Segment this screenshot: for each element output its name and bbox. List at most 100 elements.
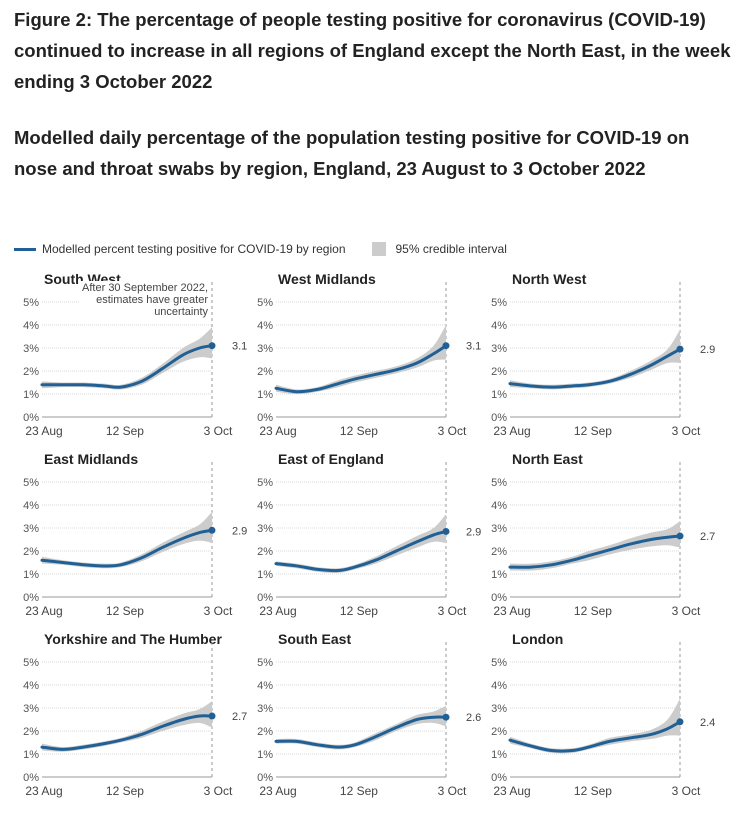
y-tick-label: 4% (257, 500, 273, 512)
end-value-label: 2.6 (466, 712, 481, 724)
end-point (442, 342, 450, 350)
panel-title: Yorkshire and The Humber (44, 631, 222, 647)
x-tick-label: 23 Aug (259, 604, 296, 618)
series-line (40, 528, 214, 568)
end-value-label: 2.4 (700, 717, 715, 729)
series-line (274, 344, 448, 394)
y-tick-label: 1% (23, 569, 39, 581)
end-point (208, 342, 216, 350)
panel-title: North East (512, 451, 583, 467)
series-line (508, 347, 682, 389)
y-tick-label: 4% (491, 320, 507, 332)
y-tick-label: 4% (23, 320, 39, 332)
panel: North West 0% 1% 2% 3% 4% 5% 23 Aug 12 Sep 3 Oct 2… (491, 271, 715, 438)
x-tick-label: 12 Sep (574, 424, 612, 438)
annotation-line: After 30 September 2022, (82, 282, 208, 294)
end-value-label: 3.1 (466, 341, 481, 353)
y-tick-label: 1% (491, 749, 507, 761)
y-tick-label: 3% (23, 343, 39, 355)
y-tick-label: 4% (257, 320, 273, 332)
x-tick-label: 12 Sep (106, 424, 144, 438)
x-tick-label: 23 Aug (259, 784, 296, 798)
panel-title: South East (278, 631, 351, 647)
end-point (676, 718, 684, 726)
series-line (274, 529, 448, 573)
figure-subtitle: Modelled daily percentage of the populat… (14, 127, 690, 179)
y-tick-label: 3% (257, 523, 273, 535)
panel-title: East of England (278, 451, 384, 467)
y-tick-label: 2% (491, 546, 507, 558)
y-tick-label: 2% (257, 546, 273, 558)
x-tick-label: 3 Oct (204, 424, 233, 438)
legend: Modelled percent testing positive for CO… (14, 240, 507, 258)
y-tick-label: 2% (23, 726, 39, 738)
y-tick-label: 4% (491, 680, 507, 692)
y-tick-label: 0% (257, 412, 273, 424)
series-line (40, 344, 214, 389)
x-tick-label: 12 Sep (340, 424, 378, 438)
y-tick-label: 1% (491, 569, 507, 581)
panel: Yorkshire and The Humber 0% 1% 2% 3% 4% 5% 23 A… (23, 631, 247, 798)
x-tick-label: 3 Oct (204, 784, 233, 798)
panel: West Midlands 0% 1% 2% 3% 4% 5% 23 Aug 12 Sep 3 O… (257, 271, 481, 438)
y-tick-label: 0% (491, 772, 507, 784)
y-tick-label: 0% (491, 412, 507, 424)
legend-band-swatch (371, 242, 386, 256)
credible-interval-band (276, 705, 446, 750)
y-tick-label: 5% (257, 657, 273, 669)
end-point (208, 526, 216, 534)
y-tick-label: 4% (491, 500, 507, 512)
credible-interval-band (510, 521, 680, 571)
annotation-line: estimates have greater (96, 294, 208, 306)
y-tick-label: 1% (257, 569, 273, 581)
figure-title: Figure 2: The percentage of people testi… (14, 9, 731, 92)
y-tick-label: 3% (491, 523, 507, 535)
x-tick-label: 12 Sep (106, 784, 144, 798)
credible-interval-band (276, 325, 446, 394)
annotation-background (80, 281, 211, 319)
end-point (442, 713, 450, 721)
y-tick-label: 5% (23, 297, 39, 309)
end-point (442, 527, 450, 535)
y-tick-label: 3% (257, 703, 273, 715)
y-tick-label: 0% (23, 772, 39, 784)
end-value-label: 2.9 (232, 525, 247, 537)
uncertainty-annotation: After 30 September 2022, estimates have g… (82, 282, 208, 318)
y-tick-label: 3% (491, 343, 507, 355)
x-tick-label: 23 Aug (25, 604, 62, 618)
x-tick-label: 3 Oct (672, 424, 701, 438)
y-tick-label: 0% (23, 412, 39, 424)
y-tick-label: 2% (491, 726, 507, 738)
y-tick-label: 0% (23, 592, 39, 604)
panel-title: London (512, 631, 563, 647)
credible-interval-band (510, 698, 680, 754)
x-tick-label: 3 Oct (438, 424, 467, 438)
annotation-line: uncertainty (154, 306, 208, 318)
credible-interval-band (510, 329, 680, 390)
x-tick-label: 12 Sep (340, 604, 378, 618)
series-line (508, 534, 682, 569)
panel-title: North West (512, 271, 587, 287)
y-tick-label: 2% (23, 366, 39, 378)
panel: London 0% 1% 2% 3% 4% 5% 23 Aug 12 Sep 3 Oct 2.4 (491, 631, 715, 798)
y-tick-label: 5% (257, 477, 273, 489)
series-line (40, 714, 214, 751)
y-tick-label: 3% (257, 343, 273, 355)
x-tick-label: 12 Sep (574, 604, 612, 618)
y-tick-label: 0% (491, 592, 507, 604)
x-tick-label: 3 Oct (438, 784, 467, 798)
y-tick-label: 2% (257, 726, 273, 738)
x-tick-label: 23 Aug (493, 784, 530, 798)
series-line (508, 720, 682, 753)
x-tick-label: 23 Aug (25, 424, 62, 438)
end-point (676, 532, 684, 540)
y-tick-label: 1% (23, 749, 39, 761)
end-point (676, 345, 684, 353)
panel: South East 0% 1% 2% 3% 4% 5% 23 Aug 12 Sep 3 Oct 2… (257, 631, 481, 798)
x-tick-label: 12 Sep (340, 784, 378, 798)
x-tick-label: 3 Oct (438, 604, 467, 618)
y-tick-label: 1% (257, 389, 273, 401)
y-tick-label: 4% (23, 500, 39, 512)
x-tick-label: 23 Aug (259, 424, 296, 438)
